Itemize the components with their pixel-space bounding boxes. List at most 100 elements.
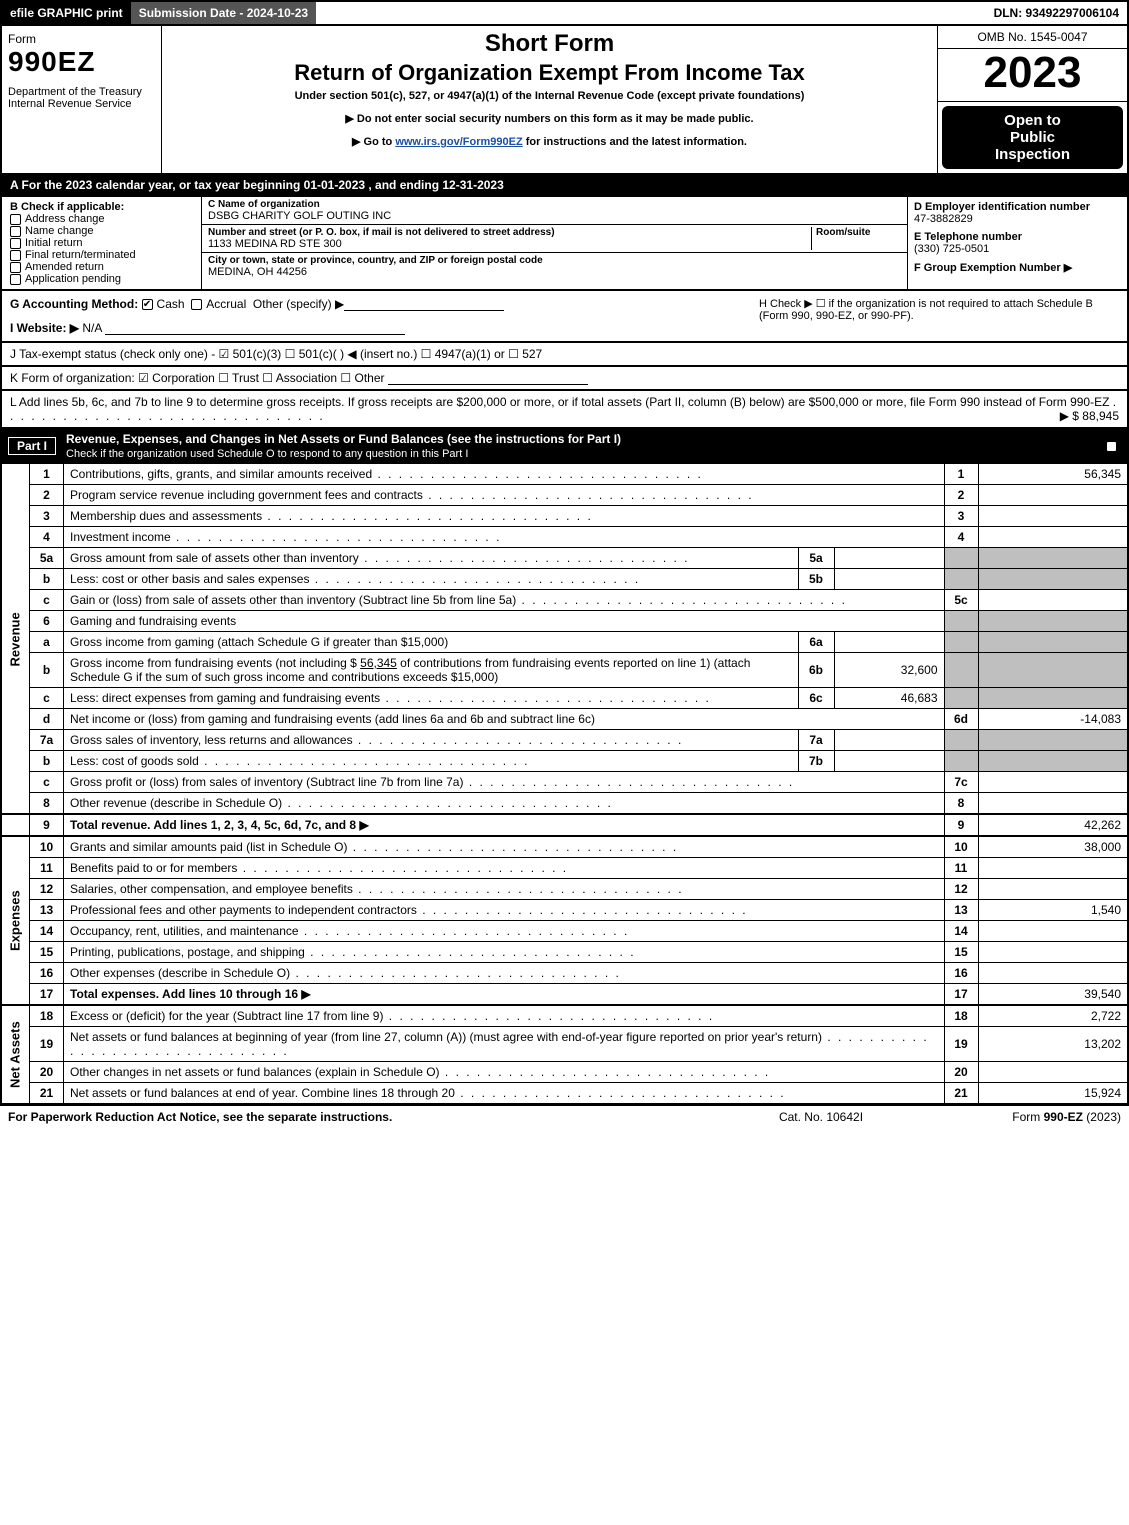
part-I-label: Part I — [8, 437, 56, 455]
line-A: A For the 2023 calendar year, or tax yea… — [0, 175, 1129, 197]
chk-application-pending[interactable]: Application pending — [10, 273, 193, 285]
l6d-num: d — [30, 709, 64, 730]
l12-amt — [978, 879, 1128, 900]
l6b-desc: Gross income from fundraising events (no… — [64, 653, 799, 688]
l21-num: 21 — [30, 1083, 64, 1105]
l16-amt — [978, 963, 1128, 984]
l19-amt: 13,202 — [978, 1027, 1128, 1062]
other-label: Other (specify) ▶ — [253, 297, 344, 311]
l14-amt — [978, 921, 1128, 942]
accrual-label: Accrual — [206, 297, 246, 311]
l2-desc: Program service revenue including govern… — [64, 485, 945, 506]
l9-num: 9 — [30, 814, 64, 836]
l6b-sv: 32,600 — [834, 653, 944, 688]
revenue-side-label: Revenue — [1, 464, 30, 815]
line-J: J Tax-exempt status (check only one) - ☑… — [0, 343, 1129, 367]
irs-link[interactable]: www.irs.gov/Form990EZ — [395, 136, 522, 148]
l2-num: 2 — [30, 485, 64, 506]
form-title: Return of Organization Exempt From Incom… — [172, 60, 927, 86]
l7a-shaded-amt — [978, 730, 1128, 751]
chk-name-change[interactable]: Name change — [10, 225, 193, 237]
l5a-sb: 5a — [798, 548, 834, 569]
line-L: L Add lines 5b, 6c, and 7b to line 9 to … — [0, 391, 1129, 429]
l8-num: 8 — [30, 793, 64, 815]
l12-num: 12 — [30, 879, 64, 900]
l7b-desc: Less: cost of goods sold — [64, 751, 799, 772]
l20-amt — [978, 1062, 1128, 1083]
l7a-sb: 7a — [798, 730, 834, 751]
l7c-num: c — [30, 772, 64, 793]
l1-cn: 1 — [944, 464, 978, 485]
l7b-sv — [834, 751, 944, 772]
K-other-field[interactable] — [388, 371, 588, 385]
part-I-title: Revenue, Expenses, and Changes in Net As… — [66, 432, 621, 446]
other-specify-field[interactable] — [344, 297, 504, 311]
tel: (330) 725-0501 — [914, 243, 1121, 255]
chk-amended-return[interactable]: Amended return — [10, 261, 193, 273]
l8-cn: 8 — [944, 793, 978, 815]
I-label: I Website: ▶ — [10, 321, 79, 335]
l4-num: 4 — [30, 527, 64, 548]
l5b-shaded-amt — [978, 569, 1128, 590]
footer-center: Cat. No. 10642I — [721, 1110, 921, 1124]
l6b-shaded-cn — [944, 653, 978, 688]
l5b-sb: 5b — [798, 569, 834, 590]
l6-shaded-cn — [944, 611, 978, 632]
chk-name-change-label: Name change — [25, 225, 94, 237]
ssn-warning: ▶ Do not enter social security numbers o… — [172, 112, 927, 125]
l6-shaded-amt — [978, 611, 1128, 632]
ein-label: D Employer identification number — [914, 201, 1121, 213]
l6a-sv — [834, 632, 944, 653]
l16-cn: 16 — [944, 963, 978, 984]
l6d-amt: -14,083 — [978, 709, 1128, 730]
l12-cn: 12 — [944, 879, 978, 900]
open-line3: Inspection — [946, 146, 1119, 163]
chk-initial-return[interactable]: Initial return — [10, 237, 193, 249]
l5b-desc: Less: cost or other basis and sales expe… — [64, 569, 799, 590]
city-cell: City or town, state or province, country… — [202, 253, 907, 280]
l6a-num: a — [30, 632, 64, 653]
line-H: H Check ▶ ☐ if the organization is not r… — [759, 297, 1119, 335]
efile-print-button[interactable]: efile GRAPHIC print — [2, 2, 131, 24]
part-I-schedule-o-checkbox[interactable] — [1106, 441, 1117, 452]
header-right: OMB No. 1545-0047 2023 Open to Public In… — [937, 26, 1127, 173]
l20-desc: Other changes in net assets or fund bala… — [64, 1062, 945, 1083]
chk-final-return[interactable]: Final return/terminated — [10, 249, 193, 261]
street-label: Number and street (or P. O. box, if mail… — [208, 227, 811, 238]
chk-accrual[interactable] — [191, 299, 202, 310]
l7a-desc: Gross sales of inventory, less returns a… — [64, 730, 799, 751]
l11-num: 11 — [30, 858, 64, 879]
l11-cn: 11 — [944, 858, 978, 879]
l6d-desc: Net income or (loss) from gaming and fun… — [64, 709, 945, 730]
l21-amt: 15,924 — [978, 1083, 1128, 1105]
l2-amt — [978, 485, 1128, 506]
l8-desc: Other revenue (describe in Schedule O) — [64, 793, 945, 815]
ein: 47-3882829 — [914, 213, 1121, 225]
l19-num: 19 — [30, 1027, 64, 1062]
l9-amt: 42,262 — [978, 814, 1128, 836]
open-to-public: Open to Public Inspection — [942, 106, 1123, 169]
l14-cn: 14 — [944, 921, 978, 942]
G-label: G Accounting Method: — [10, 297, 138, 311]
chk-address-change[interactable]: Address change — [10, 213, 193, 225]
l15-amt — [978, 942, 1128, 963]
l5c-num: c — [30, 590, 64, 611]
open-line1: Open to — [946, 112, 1119, 129]
l5c-desc: Gain or (loss) from sale of assets other… — [64, 590, 945, 611]
under-section-note: Under section 501(c), 527, or 4947(a)(1)… — [172, 90, 927, 102]
l5a-sv — [834, 548, 944, 569]
website-value: N/A — [82, 321, 101, 335]
l7b-sb: 7b — [798, 751, 834, 772]
col-D: D Employer identification number 47-3882… — [907, 197, 1127, 289]
L-text: L Add lines 5b, 6c, and 7b to line 9 to … — [10, 395, 1109, 409]
l6d-cn: 6d — [944, 709, 978, 730]
netassets-side-label: Net Assets — [1, 1005, 30, 1104]
chk-cash[interactable] — [142, 299, 153, 310]
website-field[interactable] — [105, 321, 405, 335]
part-I-table: Revenue 1 Contributions, gifts, grants, … — [0, 463, 1129, 1105]
l6b-sb: 6b — [798, 653, 834, 688]
l6c-shaded-cn — [944, 688, 978, 709]
l6b-num: b — [30, 653, 64, 688]
l18-amt: 2,722 — [978, 1005, 1128, 1027]
org-name-label: C Name of organization — [208, 199, 901, 210]
